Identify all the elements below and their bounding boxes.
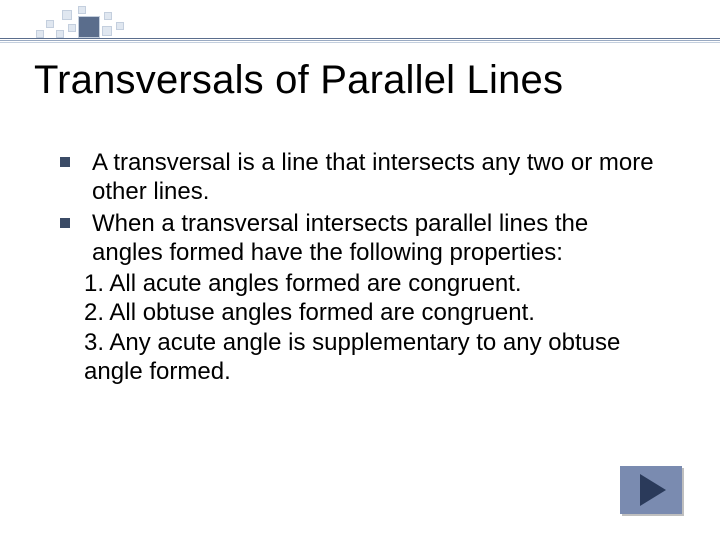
decorative-square-icon (78, 6, 86, 14)
decorative-square-icon (62, 10, 72, 20)
decorative-square-icon (46, 20, 54, 28)
bullet-text: When a transversal intersects parallel l… (92, 209, 660, 268)
slide-content: A transversal is a line that intersects … (60, 148, 660, 386)
bullet-text: A transversal is a line that intersects … (92, 148, 660, 207)
decorative-square-icon (104, 12, 112, 20)
bullet-item: A transversal is a line that intersects … (60, 148, 660, 207)
decorative-square-icon (36, 30, 44, 38)
decorative-square-icon (116, 22, 124, 30)
sub-item: 1. All acute angles formed are congruent… (84, 269, 660, 298)
header-line-1 (0, 38, 720, 39)
decorative-square-icon (78, 16, 100, 38)
play-arrow-icon (640, 474, 666, 506)
sub-item: 2. All obtuse angles formed are congruen… (84, 298, 660, 327)
header-line-2 (0, 40, 720, 41)
bullet-marker-icon (60, 157, 70, 167)
decorative-square-icon (68, 24, 76, 32)
slide-title: Transversals of Parallel Lines (34, 58, 563, 103)
bullet-item: When a transversal intersects parallel l… (60, 209, 660, 268)
slide: Transversals of Parallel Lines A transve… (0, 0, 720, 540)
sub-item: 3. Any acute angle is supplementary to a… (84, 328, 660, 387)
decorative-square-icon (56, 30, 64, 38)
decorative-square-icon (102, 26, 112, 36)
bullet-marker-icon (60, 218, 70, 228)
next-button[interactable] (620, 466, 682, 514)
header-decoration (0, 0, 720, 42)
header-line-3 (0, 42, 720, 43)
